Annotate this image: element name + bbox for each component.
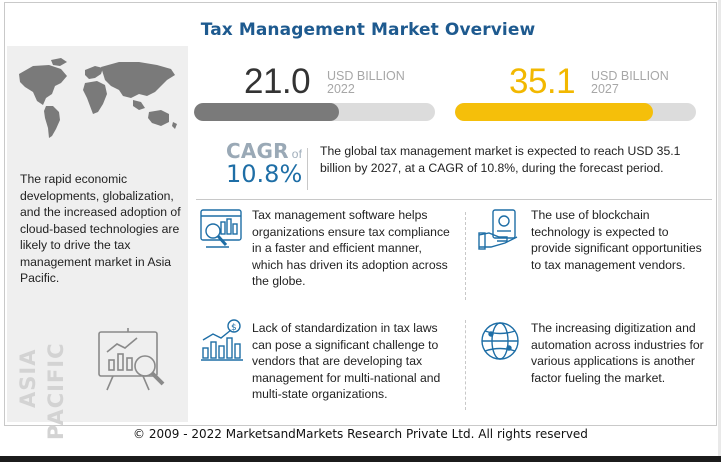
market-year-2027: 2027 [591,82,619,96]
software-screen-icon [200,209,242,248]
svg-text:$: $ [231,323,237,333]
progress-bar-2022 [194,103,435,121]
market-unit-2022: USD BILLION [327,69,405,83]
column-divider-top [465,212,466,300]
market-unit-2027: USD BILLION [591,69,669,83]
section-divider [196,199,712,200]
market-value-2022: 21.0 [244,62,311,101]
feature-software-text: Tax management software helps organizati… [252,208,450,288]
column-divider-bottom [465,320,466,410]
cagr-value: 10.8% [226,160,303,188]
progress-bar-2027 [455,103,696,121]
region-summary-text: The rapid economic developments, globali… [20,172,181,285]
cagr-description: The global tax management market is expe… [320,144,681,175]
bottom-band [0,456,721,462]
feature-standardization-text: Lack of standardization in tax laws can … [252,321,441,401]
cagr-label-text: CAGR [226,139,289,163]
left-panel: The rapid economic developments, globali… [7,46,188,440]
globe-digital-icon [481,322,519,360]
market-value-2027: 35.1 [509,62,576,101]
market-year-2022: 2022 [327,82,355,96]
regulation-chart-icon: $ [201,319,243,361]
cagr-divider [307,148,308,190]
cagr-label: CAGR of [226,139,302,163]
page-title: Tax Management Market Overview [200,20,536,40]
window-edge [718,0,721,462]
feature-blockchain-text: The use of blockchain technology is expe… [531,208,702,272]
region-label-line1: ASIA [16,348,40,408]
progress-fill-2022 [194,103,339,121]
copyright-footer: © 2009 - 2022 MarketsandMarkets Research… [133,427,588,441]
blockchain-hand-icon [478,209,518,250]
progress-fill-2027 [455,103,653,121]
world-map-icon [19,58,177,138]
infographic-frame [4,2,717,426]
region-label-line2: PACIFIC [44,342,68,440]
cagr-of-text: of [291,147,303,161]
feature-digitization-text: The increasing digitization and automati… [531,321,704,385]
chart-analysis-icon [98,328,165,391]
